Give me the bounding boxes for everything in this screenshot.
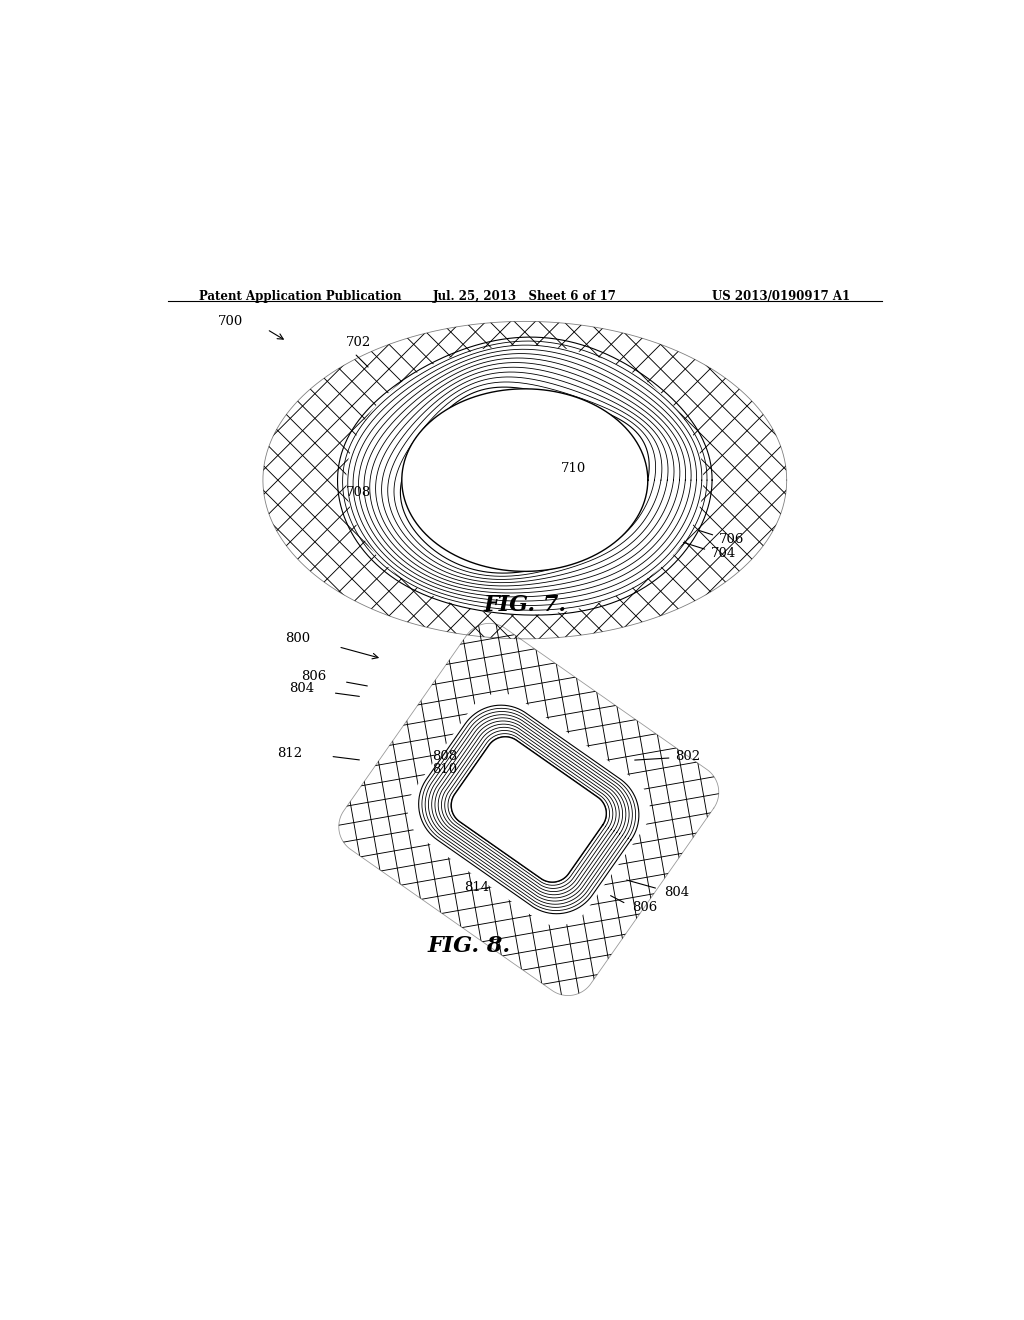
Text: 804: 804 [290, 682, 314, 696]
Text: Jul. 25, 2013   Sheet 6 of 17: Jul. 25, 2013 Sheet 6 of 17 [433, 289, 616, 302]
Ellipse shape [401, 389, 648, 572]
Text: 814: 814 [465, 880, 489, 894]
Text: 806: 806 [632, 902, 657, 915]
Ellipse shape [346, 346, 703, 615]
Text: 700: 700 [218, 315, 243, 327]
Text: FIG. 7.: FIG. 7. [483, 594, 566, 615]
Polygon shape [452, 737, 606, 882]
Text: 800: 800 [286, 632, 310, 645]
Polygon shape [408, 693, 650, 925]
Text: Patent Application Publication: Patent Application Publication [200, 289, 402, 302]
Text: 702: 702 [346, 337, 372, 350]
Text: 804: 804 [664, 886, 689, 899]
Text: 704: 704 [712, 546, 736, 560]
Text: 810: 810 [432, 763, 458, 776]
Text: 710: 710 [560, 462, 586, 475]
Text: US 2013/0190917 A1: US 2013/0190917 A1 [712, 289, 850, 302]
Text: FIG. 8.: FIG. 8. [428, 935, 511, 957]
Text: 706: 706 [719, 533, 744, 546]
Text: 808: 808 [432, 750, 458, 763]
Text: 812: 812 [278, 747, 303, 760]
Text: 708: 708 [346, 486, 372, 499]
Text: 802: 802 [676, 750, 700, 763]
Text: 806: 806 [301, 671, 327, 684]
